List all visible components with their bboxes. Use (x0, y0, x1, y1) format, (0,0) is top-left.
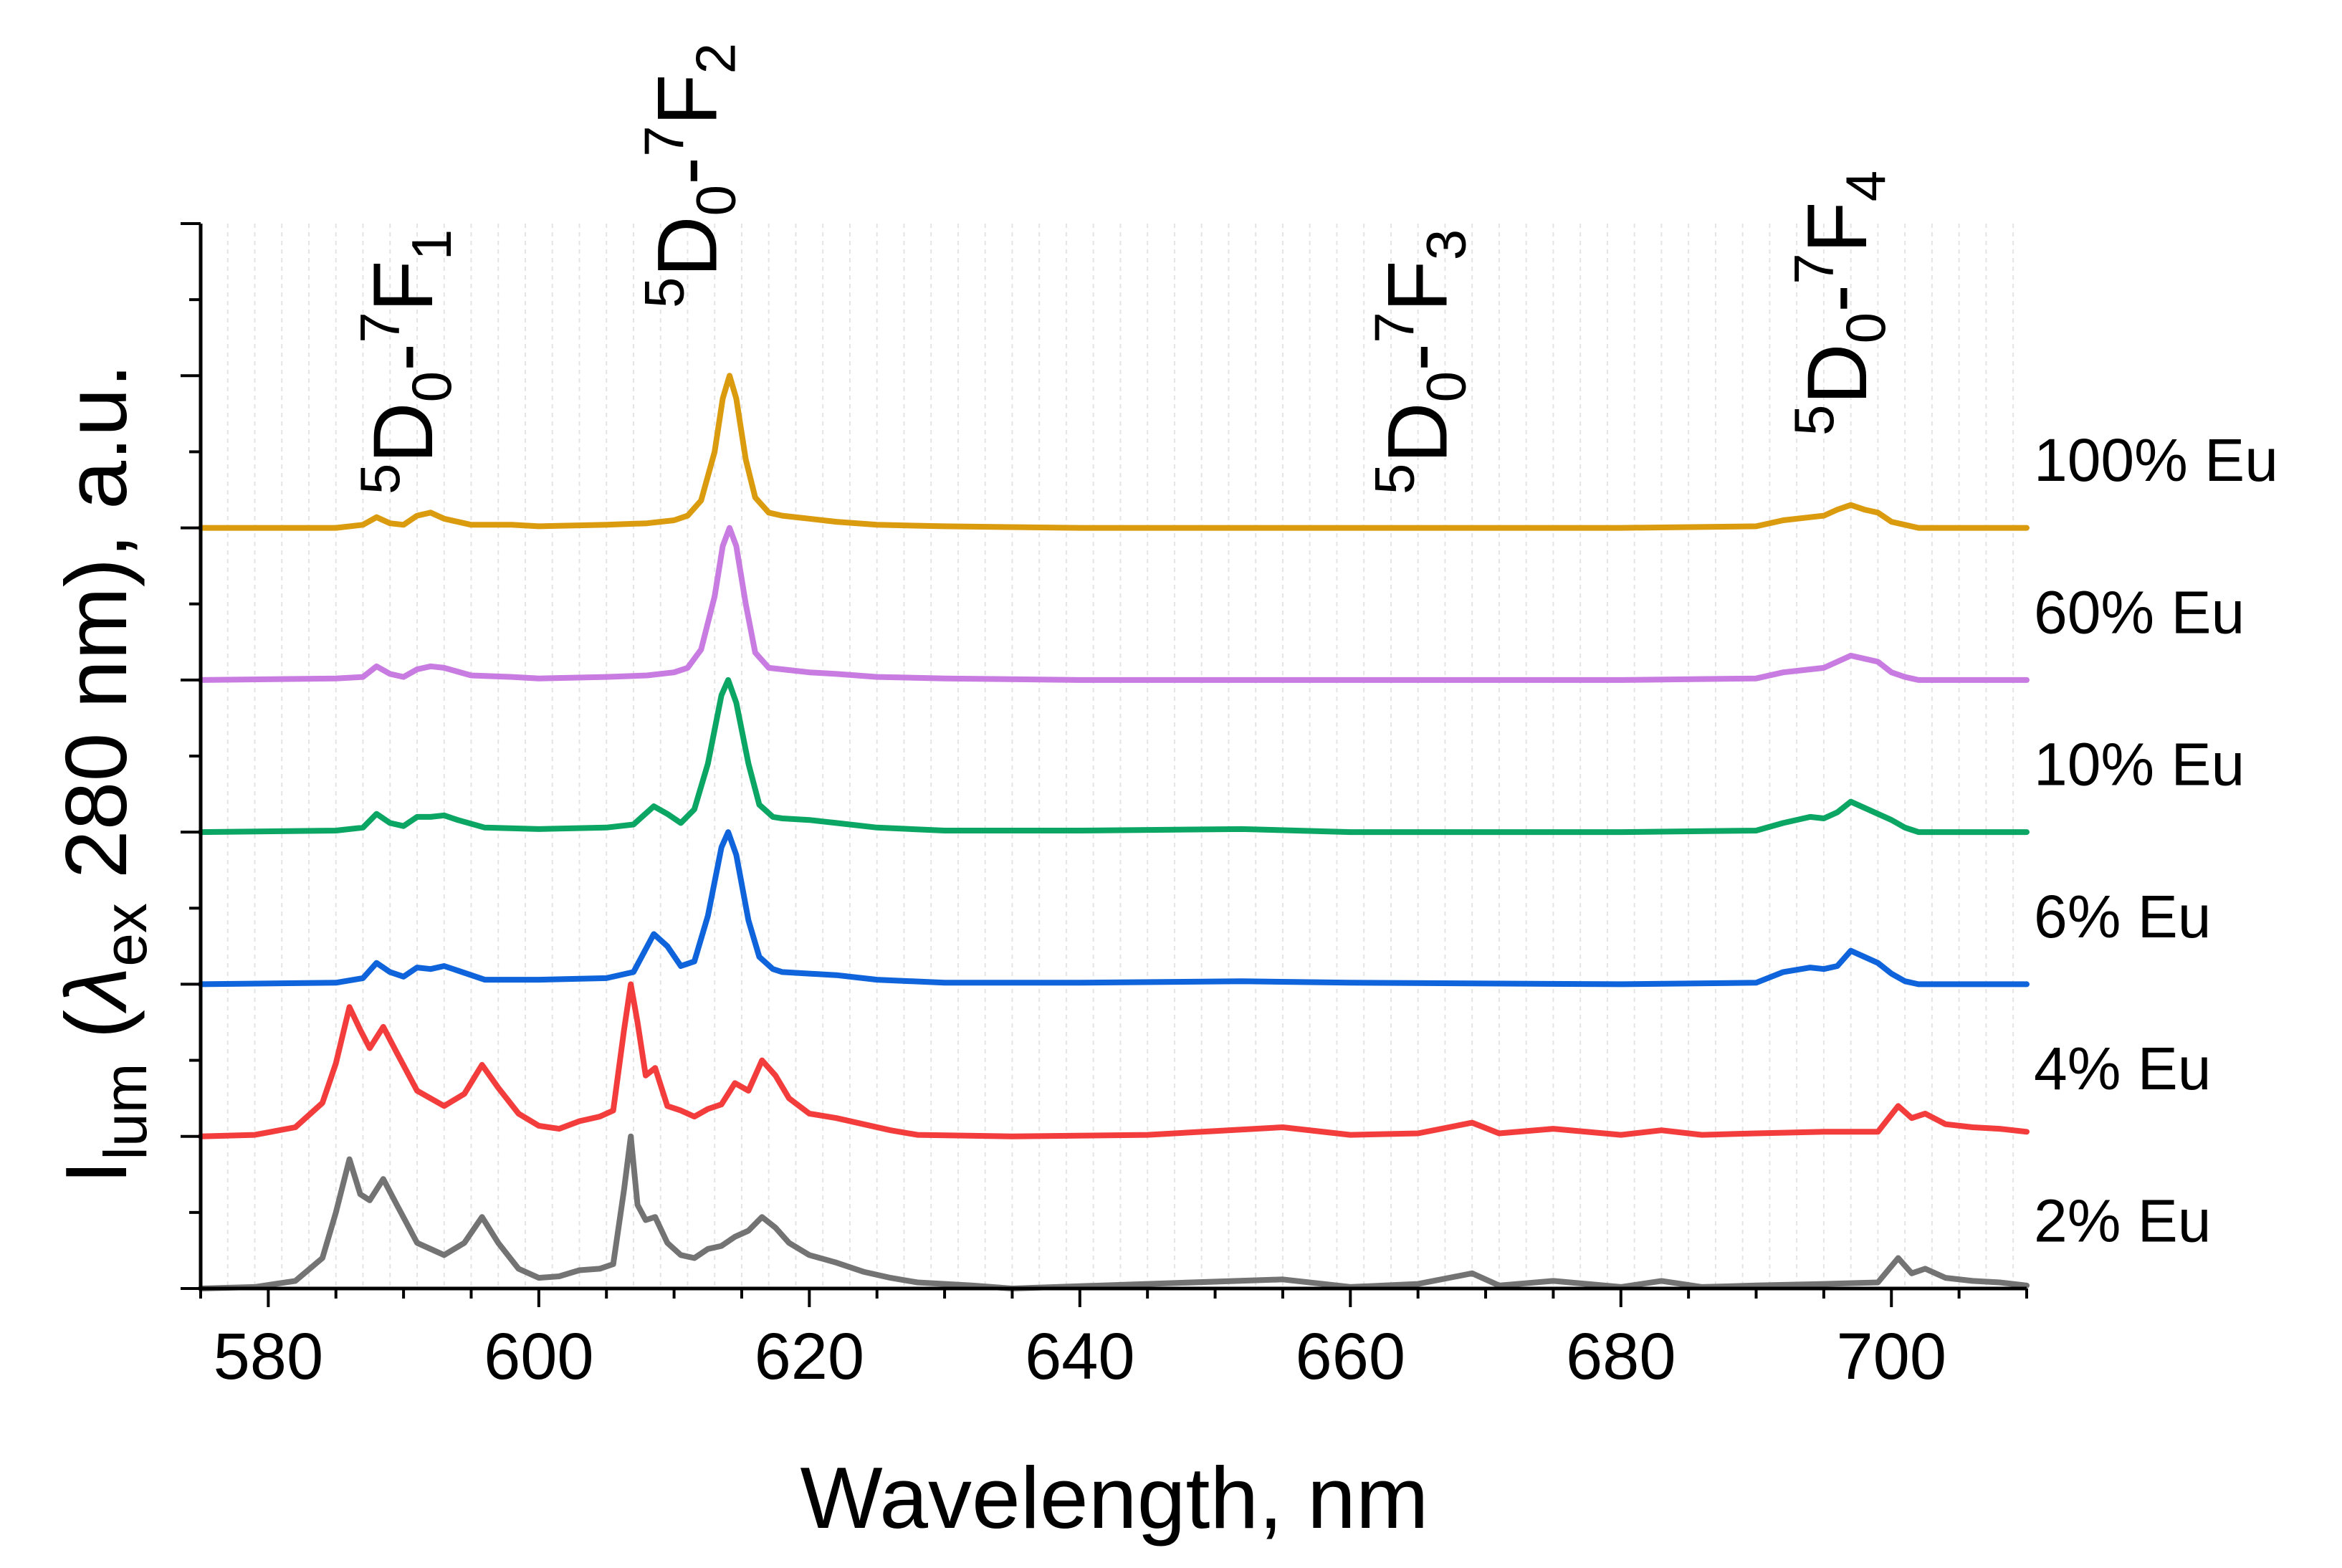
series-label: 6% Eu (2034, 883, 2212, 950)
x-tick-label: 620 (755, 1320, 865, 1393)
grid-layer (200, 224, 2014, 1289)
series-label: 100% Eu (2034, 426, 2278, 494)
series-label: 2% Eu (2034, 1187, 2212, 1254)
x-tick-label: 700 (1837, 1320, 1947, 1393)
series-line-2-eu (198, 1133, 2030, 1291)
transition-annotation: 5D0-7F3 (1363, 229, 1478, 494)
series-label: 4% Eu (2034, 1035, 2212, 1102)
series-line-60-eu (198, 525, 2030, 683)
y-axis-title-lambda: λ (47, 967, 145, 1014)
series-label: 60% Eu (2034, 578, 2245, 646)
series-layer (198, 373, 2030, 1291)
transition-annotation: 5D0-7F2 (632, 43, 747, 308)
y-axis-title: Ilum (λex 280 nm), a.u. (47, 363, 159, 1184)
y-axis-title-lambda-sub: ex (92, 903, 159, 967)
y-axis-title-paren: ( (47, 1010, 145, 1063)
x-tick-layer: 580 600 620 640 660 680 700 (199, 1289, 2028, 1393)
series-label: 10% Eu (2034, 731, 2245, 798)
x-tick-label: 680 (1566, 1320, 1676, 1393)
series-label-layer: 100% Eu 60% Eu 10% Eu 6% Eu 4% Eu 2% Eu (2034, 426, 2278, 1254)
axes-layer (199, 224, 2027, 1291)
y-axis-title-rest: 280 nm), a.u. (47, 363, 145, 903)
x-tick-label: 600 (484, 1320, 594, 1393)
series-line-100-eu (198, 373, 2030, 531)
x-axis-title: Wavelength, nm (800, 1449, 1429, 1547)
x-tick-label: 640 (1025, 1320, 1135, 1393)
y-axis-title-main-sub: lum (92, 1063, 159, 1160)
annotation-layer: 5D0-7F1 5D0-7F2 5D0-7F3 5D0-7F4 (348, 43, 1897, 494)
y-tick-layer (181, 222, 201, 1290)
series-line-6-eu (198, 829, 2030, 988)
transition-annotation: 5D0-7F1 (348, 229, 463, 494)
x-tick-label: 660 (1296, 1320, 1406, 1393)
series-line-4-eu (198, 981, 2030, 1139)
y-axis-title-main: I (47, 1160, 145, 1185)
transition-annotation: 5D0-7F4 (1782, 171, 1897, 436)
series-line-10-eu (198, 677, 2030, 836)
x-tick-label: 580 (214, 1320, 324, 1393)
